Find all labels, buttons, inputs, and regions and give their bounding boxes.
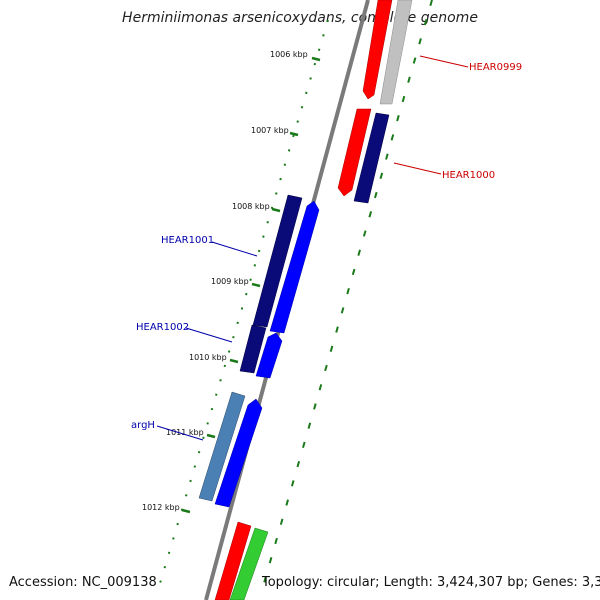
callout-hear1002 — [185, 327, 233, 343]
callout-hear1001 — [211, 241, 258, 257]
callout-hear0999 — [419, 55, 469, 68]
tick-label-1011: 1011 kbp — [166, 428, 204, 437]
tick-track-left — [157, 19, 329, 591]
gene-label-hear1001[interactable]: HEAR1001 — [161, 235, 214, 246]
genome-info-text: Topology: circular; Length: 3,424,307 bp… — [262, 575, 600, 590]
tick-label-1010: 1010 kbp — [189, 353, 227, 362]
tick-label-1012: 1012 kbp — [142, 503, 180, 512]
gene-lower-green[interactable] — [229, 527, 269, 600]
tick-label-1006: 1006 kbp — [270, 50, 308, 59]
gene-hear1002-blue[interactable] — [255, 332, 283, 379]
tick-track-right — [261, 0, 433, 591]
gene-hear1001-blue[interactable] — [269, 200, 320, 334]
gene-hear1001-navy[interactable] — [252, 194, 303, 328]
callout-hear1000 — [393, 162, 442, 175]
gene-hear1000-red[interactable] — [337, 108, 372, 197]
gene-label-hear1000[interactable]: HEAR1000 — [442, 170, 495, 181]
gene-label-hear1002[interactable]: HEAR1002 — [136, 322, 189, 333]
gene-label-hear0999[interactable]: HEAR0999 — [469, 62, 522, 73]
gene-argh-blue[interactable] — [214, 398, 263, 508]
gene-lower-red[interactable] — [214, 521, 252, 600]
gene-label-argh[interactable]: argH — [131, 420, 155, 431]
gene-hear1002-navy[interactable] — [239, 324, 267, 374]
tick-label-1008: 1008 kbp — [232, 202, 270, 211]
major-ticks — [181, 56, 321, 514]
gene-argh-steel[interactable] — [198, 391, 246, 502]
accession-text: Accession: NC_009138 — [9, 575, 157, 590]
gene-hear0999-gray[interactable] — [379, 0, 413, 105]
gene-hear1000-navy[interactable] — [353, 112, 390, 204]
tick-label-1009: 1009 kbp — [211, 277, 249, 286]
tick-label-1007: 1007 kbp — [251, 126, 289, 135]
callout-argh — [156, 425, 204, 441]
gene-hear0999-red[interactable] — [362, 0, 393, 100]
